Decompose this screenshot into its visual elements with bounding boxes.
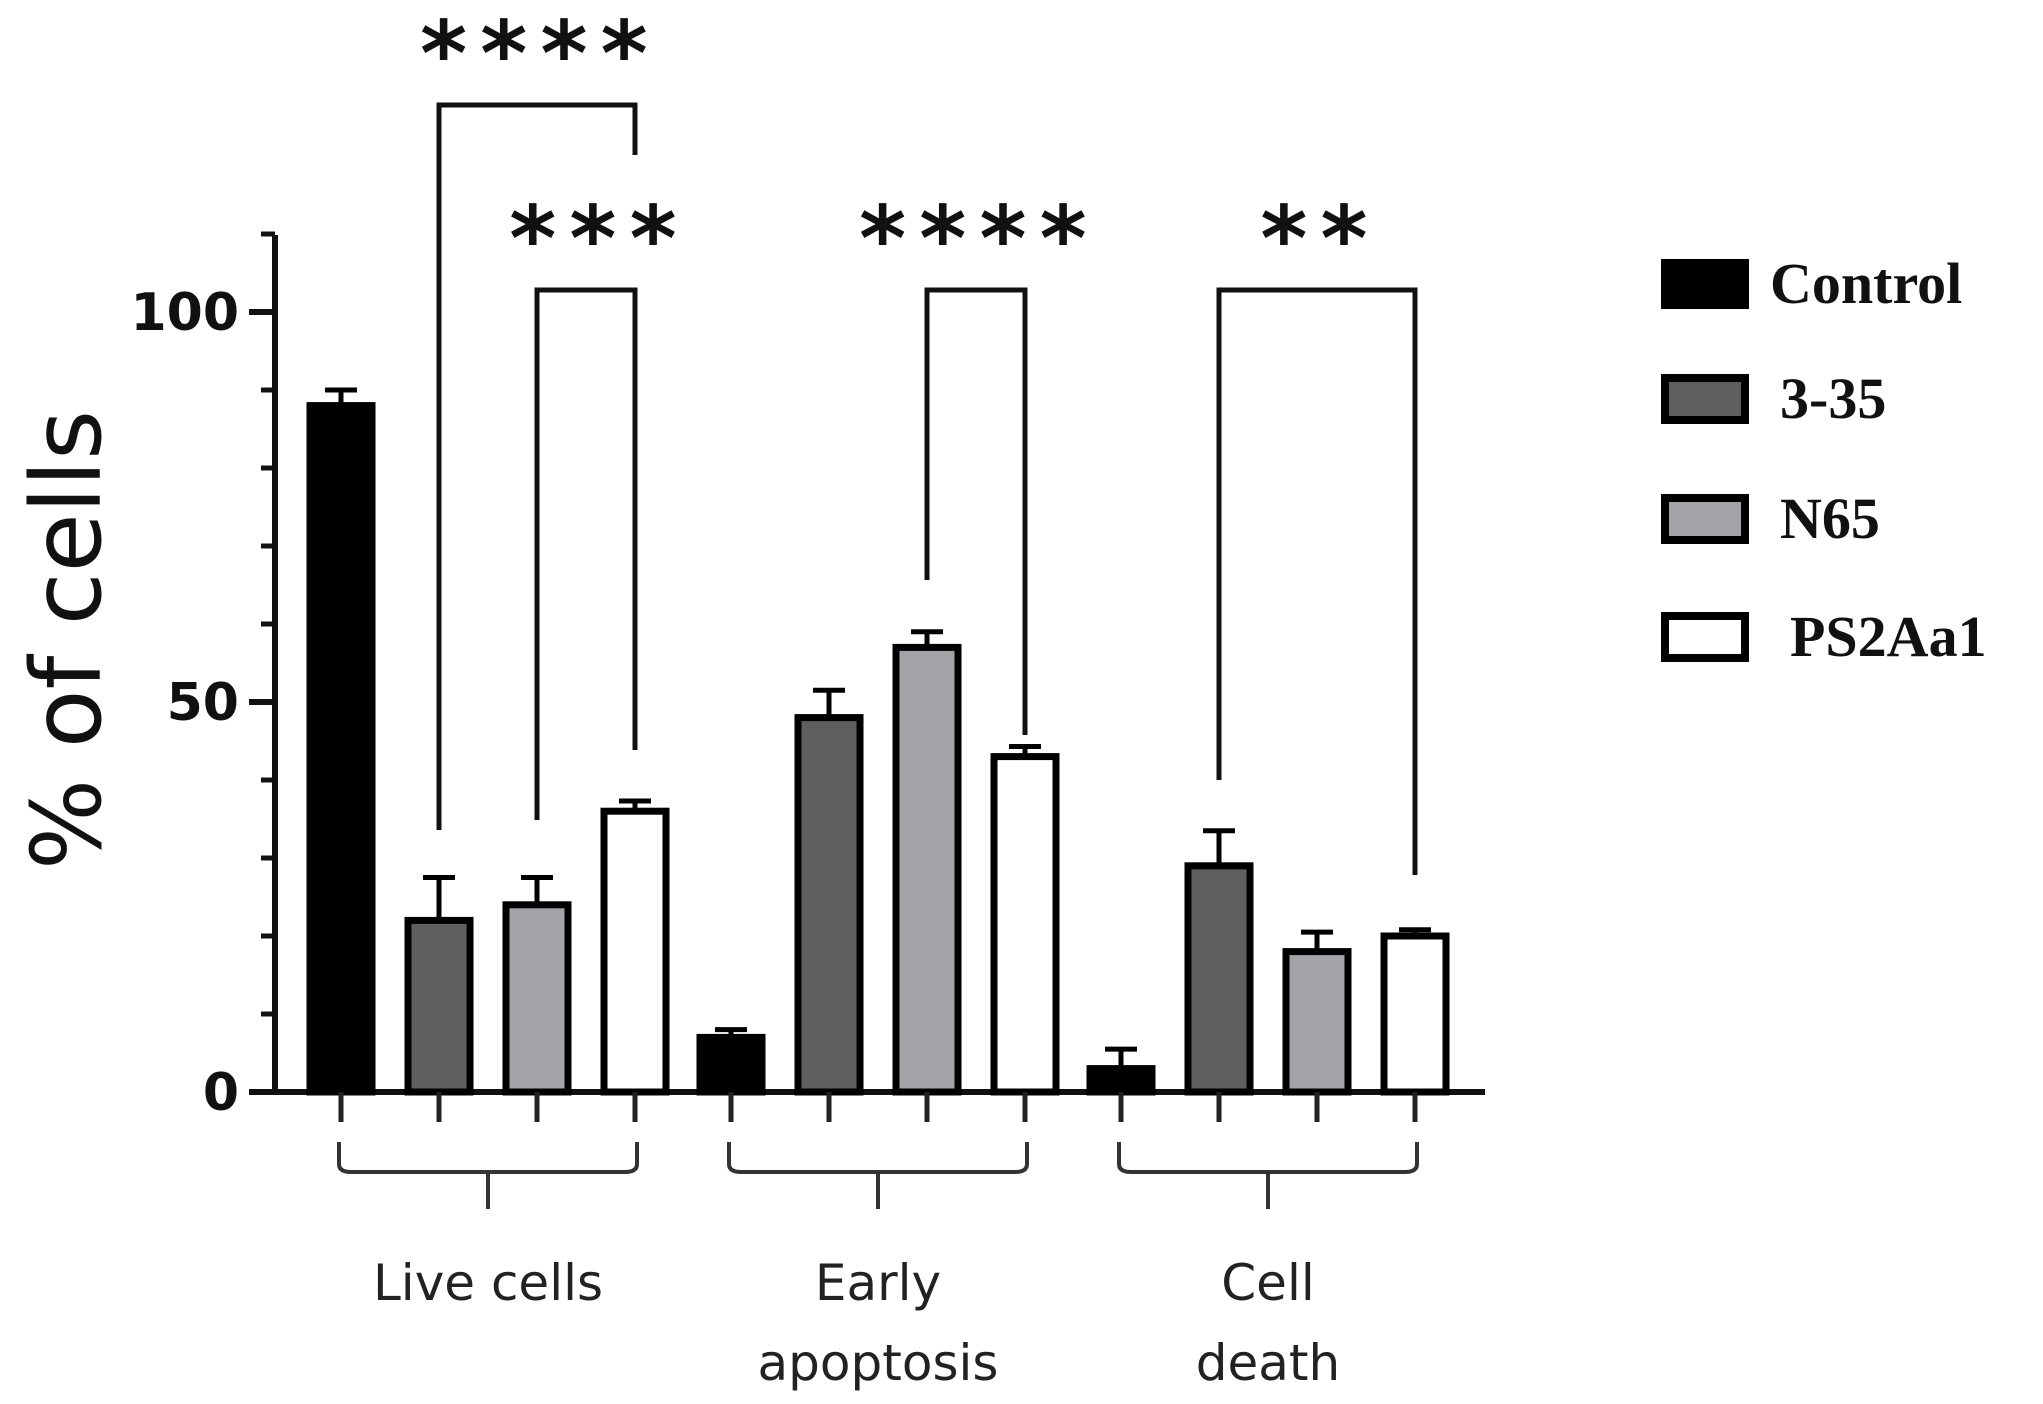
bar-3-35-0: [404, 916, 474, 1096]
legend-swatch-N65: [1661, 494, 1749, 544]
significance-label: ****: [856, 187, 1097, 292]
legend-label-N65: N65: [1780, 486, 1880, 551]
bar-3-35-2: [1184, 862, 1254, 1096]
bar-PS2Aa1-0: [600, 807, 670, 1096]
significance-bracket: [1216, 287, 1418, 875]
legend-label-PS2Aa1: PS2Aa1: [1790, 604, 1987, 669]
legend-swatch-3-35: [1661, 374, 1749, 424]
legend-swatch-Control: [1661, 259, 1749, 309]
x-category-label: apoptosis: [758, 1334, 999, 1392]
y-tick-label: 100: [130, 283, 239, 343]
bar-Control-2: [1086, 1065, 1156, 1096]
significance-label: ****: [417, 2, 658, 107]
group-bracket-0: [337, 1142, 639, 1174]
bar-N65-2: [1282, 948, 1352, 1096]
significance-label: **: [1257, 187, 1377, 292]
y-tick-label: 0: [203, 1063, 239, 1123]
bar-PS2Aa1-1: [990, 753, 1060, 1096]
legend-label-Control: Control: [1770, 251, 1962, 316]
x-category-label: Cell: [1221, 1254, 1314, 1312]
x-category-label: Early: [815, 1254, 941, 1312]
group-bracket-1: [727, 1142, 1029, 1174]
significance-bracket: [924, 287, 1028, 735]
bar-Control-1: [696, 1033, 766, 1096]
bar-N65-1: [892, 643, 962, 1096]
legend-label-3-35: 3-35: [1780, 366, 1886, 431]
bar-PS2Aa1-2: [1380, 932, 1450, 1096]
significance-bracket: [534, 287, 638, 820]
group-bracket-2: [1117, 1142, 1419, 1174]
x-category-label: Live cells: [373, 1254, 603, 1312]
bar-N65-0: [502, 901, 572, 1096]
y-tick-label: 50: [167, 673, 239, 733]
significance-label: ***: [506, 187, 687, 292]
significance-bracket: [436, 102, 638, 830]
bar-Control-0: [306, 402, 376, 1096]
legend-swatch-PS2Aa1: [1661, 612, 1749, 662]
bar-3-35-1: [794, 714, 864, 1096]
x-category-label: death: [1196, 1334, 1340, 1392]
y-axis-label: % of cells: [11, 410, 123, 870]
